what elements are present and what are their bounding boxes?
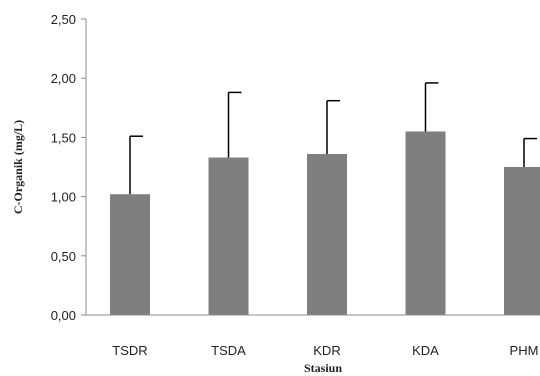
bar-tsdr (110, 194, 150, 315)
y-tick-label: 0,50 (51, 249, 76, 264)
bar-tsda (208, 157, 249, 315)
y-tick-label: 0,00 (51, 308, 76, 323)
bars (110, 131, 540, 315)
bar-kda (405, 131, 446, 315)
x-axis-title: Stasiun (304, 361, 342, 375)
x-tick-label: TSDA (211, 343, 246, 358)
y-axis-title: C-Organik (mg/L) (11, 120, 25, 214)
bar-kdr (307, 153, 347, 315)
x-tick-label: KDA (412, 343, 439, 358)
y-tick-label: 1,00 (51, 190, 76, 205)
x-tick-label: PHM (510, 343, 539, 358)
y-tick-label: 2,50 (51, 12, 76, 27)
y-tick-label: 2,00 (51, 71, 76, 86)
y-tick-label: 1,50 (51, 130, 76, 145)
bar-phm (504, 167, 540, 315)
y-axis-ticks: 0,00 0,50 1,00 1,50 2,00 2,50 (51, 12, 86, 323)
x-tick-label: TSDR (112, 343, 147, 358)
x-tick-label: KDR (313, 343, 340, 358)
error-bars (129, 82, 537, 195)
x-axis-labels: TSDR TSDA KDR KDA PHM (112, 343, 538, 358)
